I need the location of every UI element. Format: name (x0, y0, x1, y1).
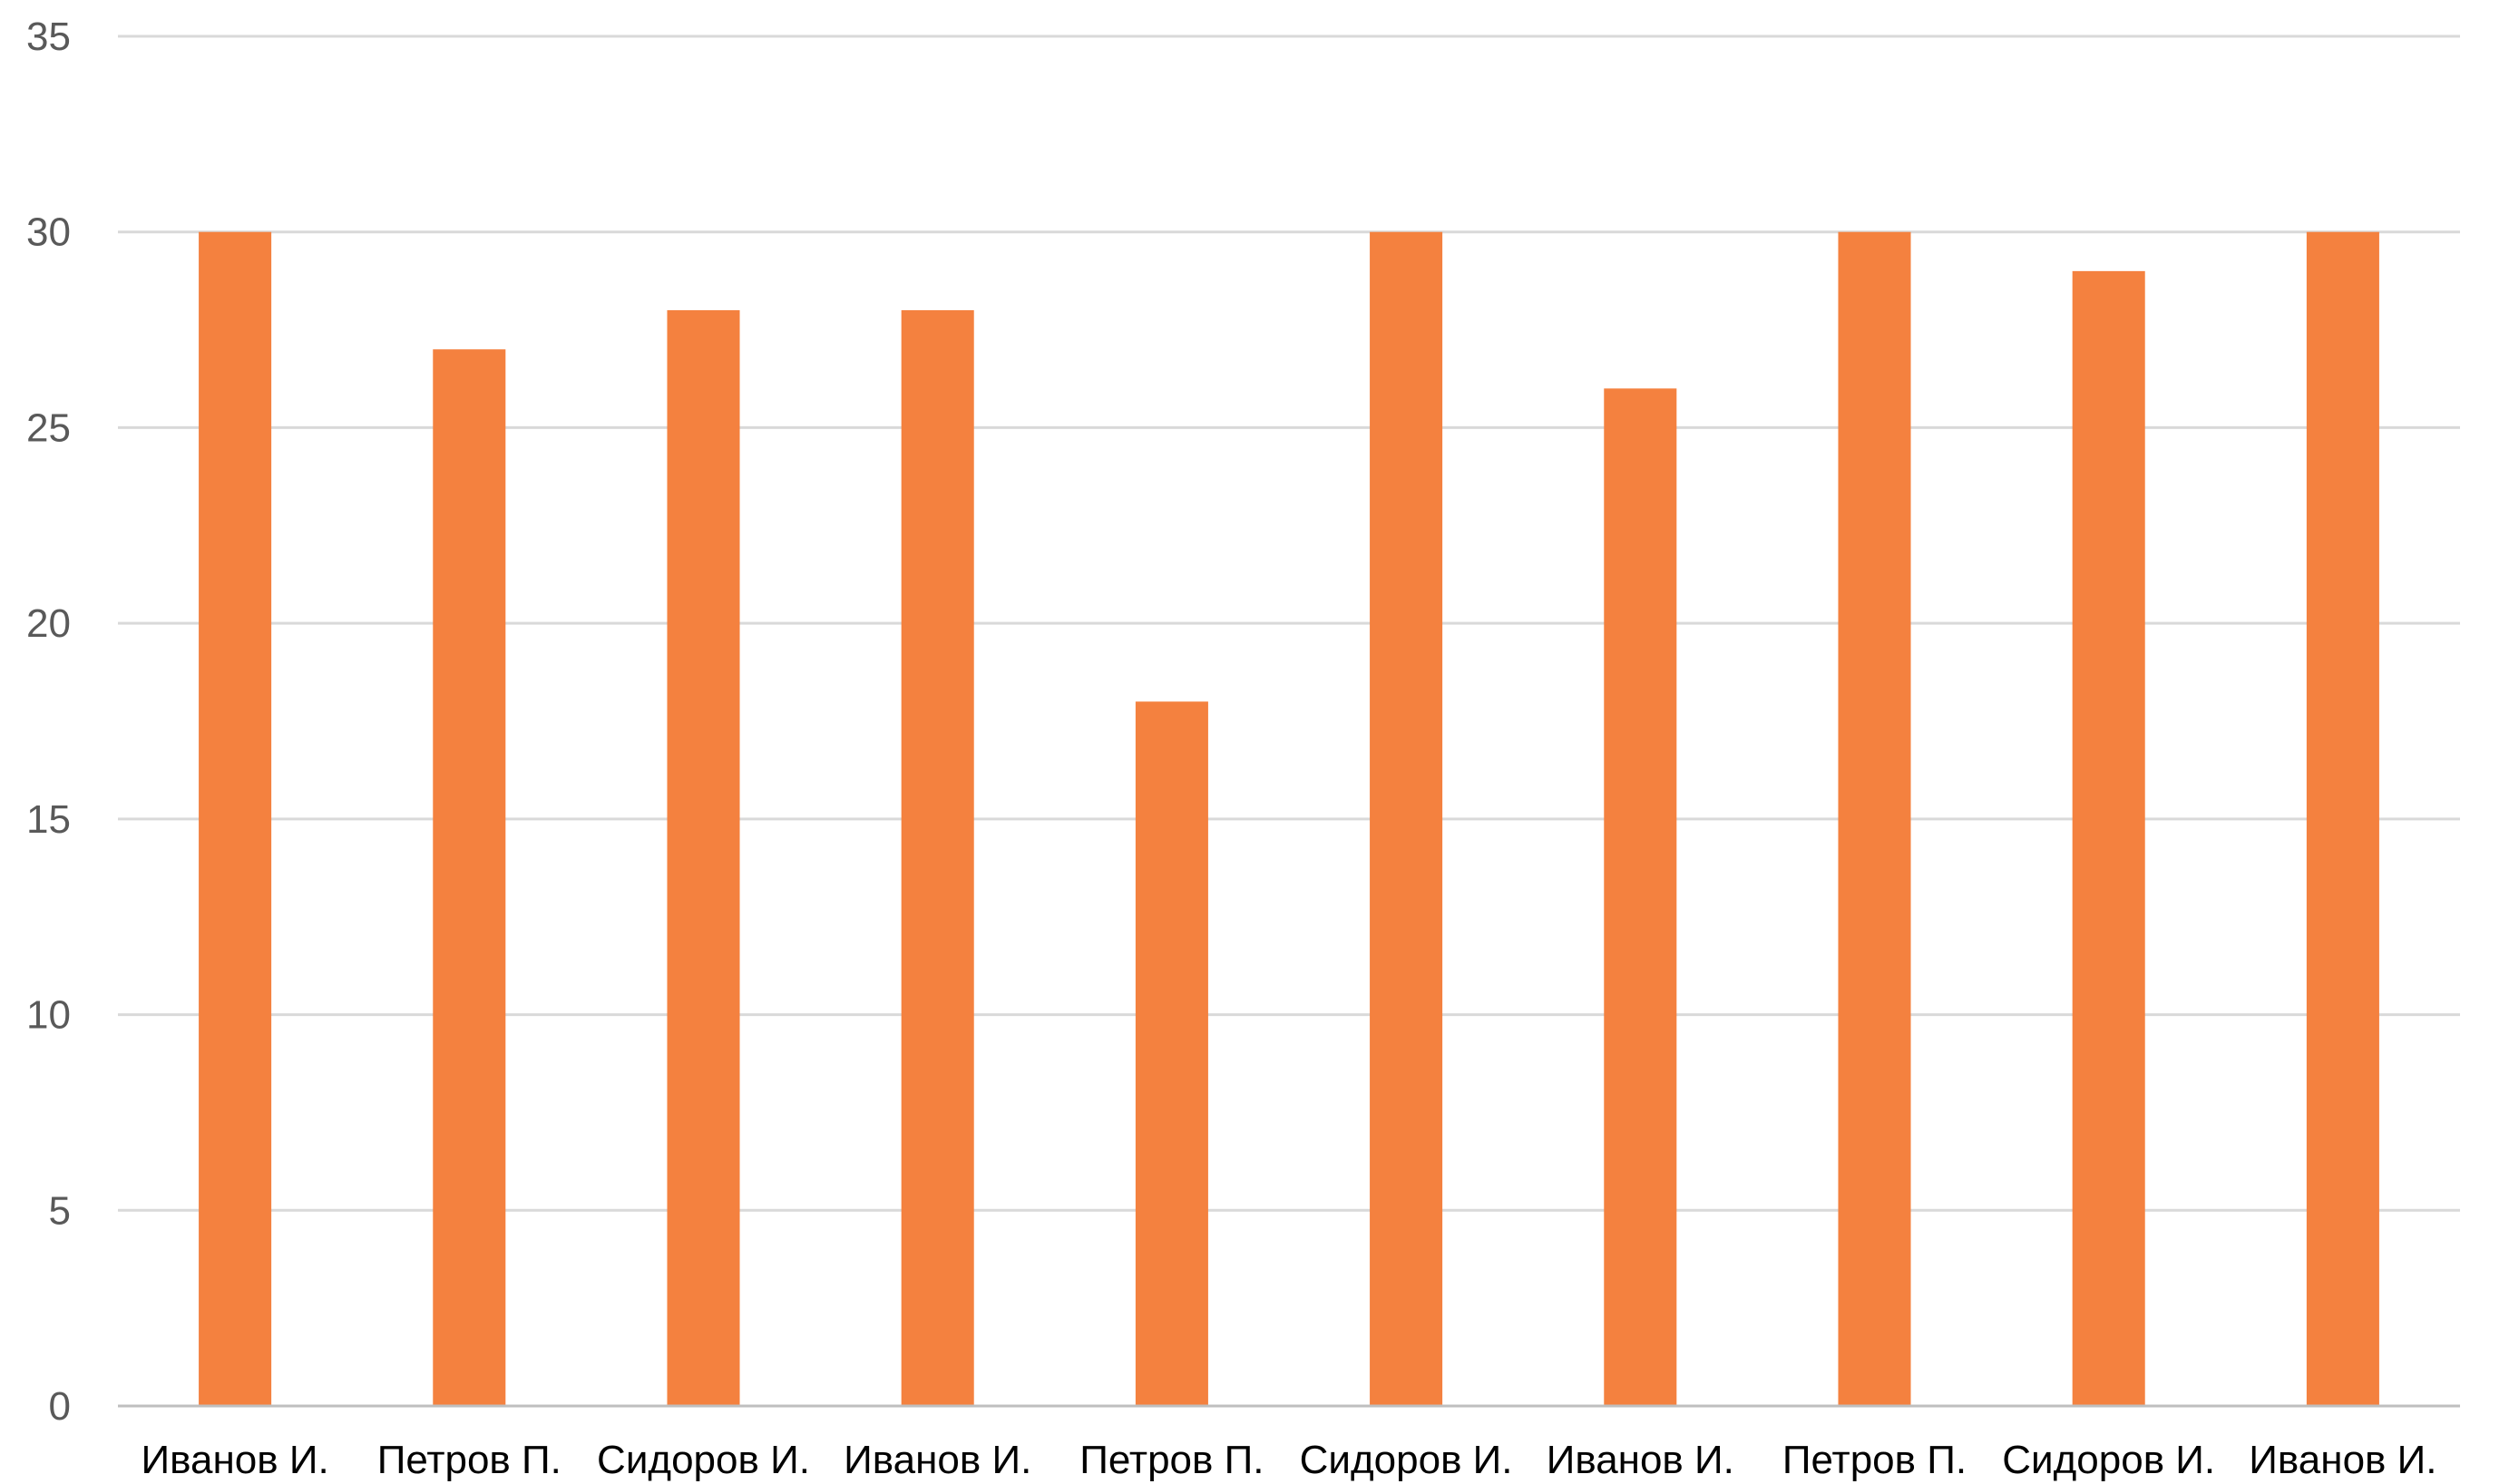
x-tick-label: Иванов И. (1547, 1438, 1734, 1482)
bar (2306, 231, 2379, 1407)
bar (199, 231, 272, 1407)
bar (433, 349, 506, 1407)
bar (667, 310, 740, 1406)
x-tick-label: Петров П. (377, 1438, 561, 1482)
y-tick-label: 10 (26, 993, 71, 1038)
bar (1838, 231, 1911, 1407)
y-tick-label: 5 (49, 1188, 71, 1233)
bar (2072, 270, 2145, 1406)
y-tick-label: 20 (26, 601, 71, 646)
y-axis-tick-labels: 0 5 10 15 20 25 30 35 (26, 15, 71, 1429)
bar (1135, 701, 1208, 1406)
gridlines (118, 34, 2460, 1212)
x-tick-label: Сидоров И. (597, 1438, 810, 1482)
bars (199, 231, 2379, 1407)
y-tick-label: 0 (49, 1384, 71, 1429)
y-tick-label: 25 (26, 405, 71, 450)
x-axis-category-labels: Иванов И. Петров П. Сидоров И. Иванов И. Пет… (141, 1438, 2436, 1482)
x-tick-label: Иванов И. (2249, 1438, 2436, 1482)
y-tick-label: 15 (26, 797, 71, 842)
x-tick-label: Петров П. (1782, 1438, 1967, 1482)
x-tick-label: Петров П. (1079, 1438, 1264, 1482)
x-tick-label: Сидоров И. (1300, 1438, 1513, 1482)
bar (1604, 388, 1677, 1407)
bar (1370, 231, 1443, 1407)
x-tick-label: Сидоров И. (2002, 1438, 2215, 1482)
y-tick-label: 35 (26, 15, 71, 59)
x-tick-label: Иванов И. (844, 1438, 1031, 1482)
x-tick-label: Иванов И. (141, 1438, 328, 1482)
bar (901, 310, 974, 1406)
y-tick-label: 30 (26, 210, 71, 255)
